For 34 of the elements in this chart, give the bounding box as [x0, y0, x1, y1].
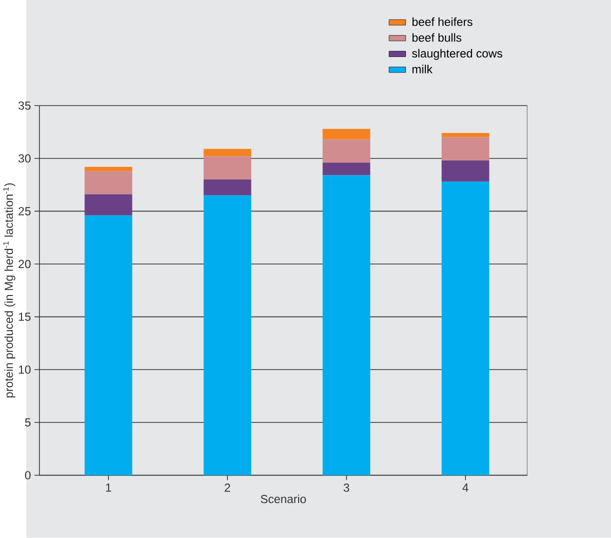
y-tick-label: 20 — [18, 260, 31, 268]
bar — [442, 137, 490, 161]
bar — [442, 182, 490, 476]
y-tick-label: 5 — [25, 418, 31, 427]
bar — [442, 160, 490, 182]
legend-label: beef bulls — [412, 33, 462, 42]
bar — [322, 128, 370, 140]
bar — [322, 162, 370, 176]
bar — [84, 171, 132, 194]
y-tick-label: 15 — [18, 312, 31, 321]
bar — [442, 133, 490, 138]
x-tick-label: 4 — [462, 484, 468, 492]
bar — [322, 175, 370, 476]
y-tick-label: 0 — [25, 471, 31, 480]
legend-label: milk — [412, 64, 433, 74]
legend-label: slaughtered cows — [412, 49, 502, 60]
x-tick-label: 2 — [224, 484, 230, 492]
bar — [204, 195, 252, 476]
legend-label: beef heifers — [412, 18, 472, 26]
bar — [204, 149, 252, 156]
x-tick-label: 3 — [344, 484, 350, 492]
bar — [84, 194, 132, 216]
x-tick-label: 1 — [106, 484, 112, 492]
y-tick-label: 25 — [18, 207, 31, 216]
bar — [84, 166, 132, 172]
y-tick-label: 10 — [18, 366, 31, 374]
bar — [204, 156, 252, 180]
bar — [322, 140, 370, 163]
bar — [204, 180, 252, 196]
y-tick-label: 30 — [18, 154, 31, 163]
y-tick-label: 35 — [18, 102, 31, 110]
bar — [84, 216, 132, 476]
x-axis-title: Scenario — [260, 494, 306, 504]
y-axis-title: protein produced (in Mg herd$^{-1}$ lactation$^{-1}$) — [3, 183, 16, 398]
